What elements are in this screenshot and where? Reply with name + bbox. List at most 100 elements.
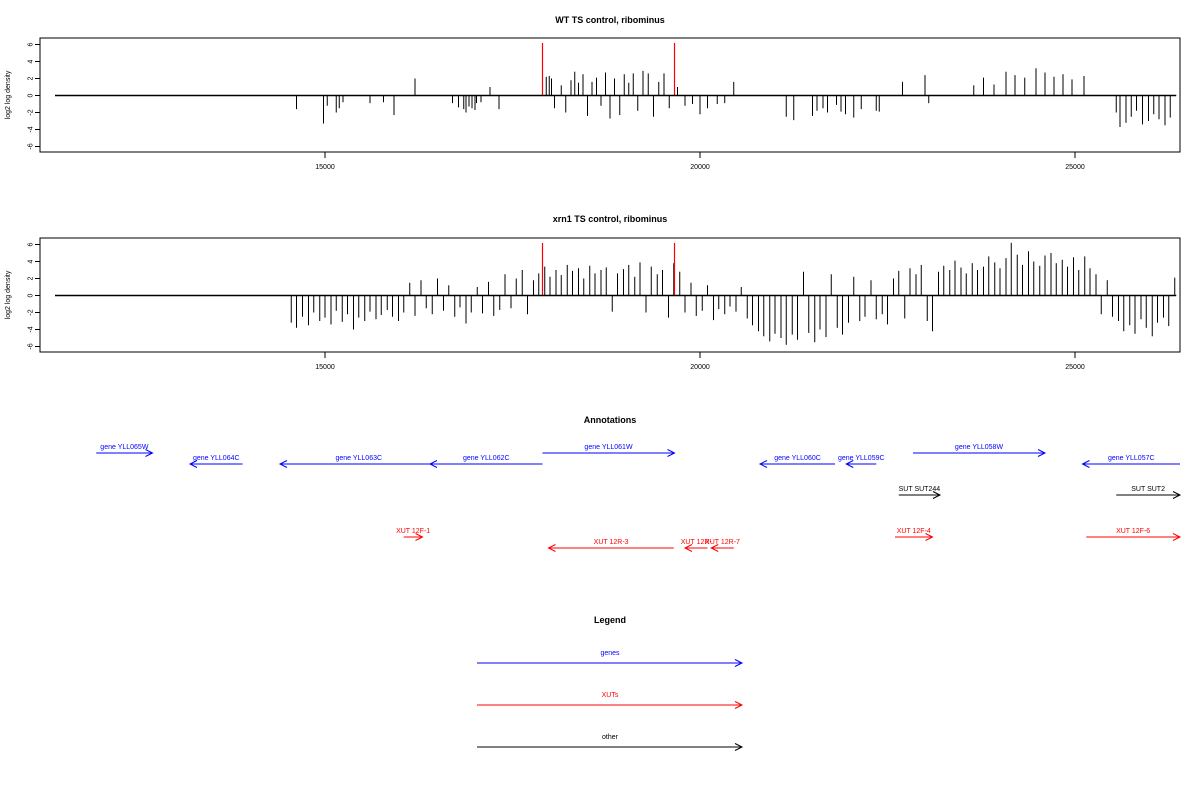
feature-label: gene YLL065W <box>100 444 149 451</box>
arrowhead <box>1037 449 1047 457</box>
feature-xuts: XUT 12F-4 <box>895 528 934 541</box>
feature-label: XUT 12R-7 <box>705 539 740 546</box>
feature-xuts: XUT 12F-1 <box>396 528 430 541</box>
feature-genes: gene YLL057C <box>1081 455 1180 468</box>
x-tick-label: 25000 <box>1065 164 1085 171</box>
wt-boundary-markers <box>541 43 676 96</box>
feature-xuts: XUT 12R-7 <box>705 539 740 552</box>
y-tick-label: 4 <box>28 259 35 263</box>
y-tick-label: -4 <box>28 126 35 132</box>
legend-label: other <box>602 734 619 741</box>
xrn1-panel-title: xrn1 TS control, ribominus <box>553 214 668 224</box>
xrn1-density-bars <box>290 242 1176 345</box>
xrn1-density-panel: xrn1 TS control, ribominus log2 log dens… <box>5 214 1181 371</box>
feature-label: XUT 12F-1 <box>396 528 430 535</box>
arrowhead <box>1172 533 1182 541</box>
arrowhead <box>683 544 693 552</box>
feature-genes: gene YLL060C <box>758 455 835 468</box>
y-tick-label: 6 <box>28 42 35 46</box>
feature-other: SUT SUT244 <box>899 486 942 499</box>
arrowhead <box>667 449 676 457</box>
x-tick-label: 15000 <box>315 164 335 171</box>
legend-title: Legend <box>594 615 626 625</box>
x-tick-label: 25000 <box>1065 364 1085 371</box>
feature-label: gene YLL064C <box>193 455 240 462</box>
annotation-features: gene YLL065W gene YLL064C gene YLL063C gene… <box>96 444 1182 552</box>
wt-density-bars <box>296 68 1171 127</box>
arrowhead <box>710 544 719 552</box>
feature-label: XUT 12R-3 <box>594 539 629 546</box>
legend-item-xuts: XUTs <box>477 692 744 709</box>
legend-item-other: other <box>477 734 744 751</box>
wt-y-axis: -6 -4 -2 0 2 4 6 <box>28 42 41 150</box>
xrn1-y-axis: -6 -4 -2 0 2 4 6 <box>28 242 41 350</box>
arrowhead <box>925 533 934 541</box>
x-tick-label: 20000 <box>690 364 710 371</box>
arrowhead <box>845 460 854 468</box>
feature-label: gene YLL063C <box>335 455 382 462</box>
arrowhead <box>734 659 744 667</box>
arrowhead <box>278 460 288 468</box>
feature-genes: gene YLL063C <box>278 455 438 468</box>
xrn1-x-axis: 15000 20000 25000 <box>315 352 1085 371</box>
wt-y-axis-label: log2 log density <box>5 70 12 119</box>
arrowhead <box>1172 491 1182 499</box>
feature-genes: gene YLL058W <box>913 444 1047 457</box>
feature-label: gene YLL058W <box>955 444 1004 451</box>
x-tick-label: 20000 <box>690 164 710 171</box>
wt-density-panel: WT TS control, ribominus log2 log densit… <box>5 15 1181 171</box>
feature-label: gene YLL060C <box>774 455 821 462</box>
legend: Legend genes XUTs other <box>477 615 744 751</box>
y-tick-label: -4 <box>28 326 35 332</box>
arrowhead <box>1081 460 1090 468</box>
feature-label: gene YLL062C <box>463 455 510 462</box>
feature-label: gene YLL059C <box>838 455 885 462</box>
feature-label: gene YLL061W <box>584 444 633 451</box>
xrn1-boundary-markers <box>541 243 676 296</box>
legend-label: genes <box>600 650 620 657</box>
wt-panel-title: WT TS control, ribominus <box>555 15 665 25</box>
y-tick-label: 0 <box>28 93 35 97</box>
feature-genes: gene YLL062C <box>428 455 543 468</box>
arrowhead <box>932 491 942 499</box>
arrowhead <box>428 460 438 468</box>
y-tick-label: 2 <box>28 276 35 280</box>
y-tick-label: 2 <box>28 76 35 80</box>
feature-label: XUT 12F-4 <box>897 528 931 535</box>
y-tick-label: 4 <box>28 59 35 63</box>
legend-item-genes: genes <box>477 650 744 667</box>
arrowhead <box>415 533 424 541</box>
feature-label: SUT SUT2 <box>1131 486 1165 493</box>
feature-label: SUT SUT244 <box>899 486 941 493</box>
arrowhead <box>734 743 744 751</box>
feature-other: SUT SUT2 <box>1116 486 1182 499</box>
y-tick-label: 0 <box>28 293 35 297</box>
legend-items: genes XUTs other <box>477 650 744 751</box>
feature-genes: gene YLL064C <box>188 455 243 468</box>
x-tick-label: 15000 <box>315 364 335 371</box>
feature-xuts: XUT 12R-3 <box>547 539 674 552</box>
feature-label: gene YLL057C <box>1108 455 1155 462</box>
feature-xuts: XUT 12F-6 <box>1086 528 1182 541</box>
arrowhead <box>547 544 556 552</box>
annotations-title: Annotations <box>584 415 637 425</box>
y-tick-label: 6 <box>28 242 35 246</box>
y-tick-label: -2 <box>28 309 35 315</box>
feature-label: XUT 12F-6 <box>1116 528 1150 535</box>
arrowhead <box>188 460 198 468</box>
y-tick-label: -6 <box>28 143 35 149</box>
feature-genes: gene YLL061W <box>542 444 676 457</box>
y-tick-label: -6 <box>28 343 35 349</box>
feature-xuts: XUT 12R- <box>681 539 713 552</box>
feature-genes: gene YLL059C <box>838 455 885 468</box>
arrowhead <box>734 701 744 709</box>
xrn1-y-axis-label: log2 log density <box>5 270 12 319</box>
arrowhead <box>145 449 154 457</box>
feature-label: XUT 12R- <box>681 539 713 546</box>
feature-genes: gene YLL065W <box>96 444 154 457</box>
legend-label: XUTs <box>602 692 619 699</box>
arrowhead <box>758 460 768 468</box>
y-tick-label: -2 <box>28 109 35 115</box>
